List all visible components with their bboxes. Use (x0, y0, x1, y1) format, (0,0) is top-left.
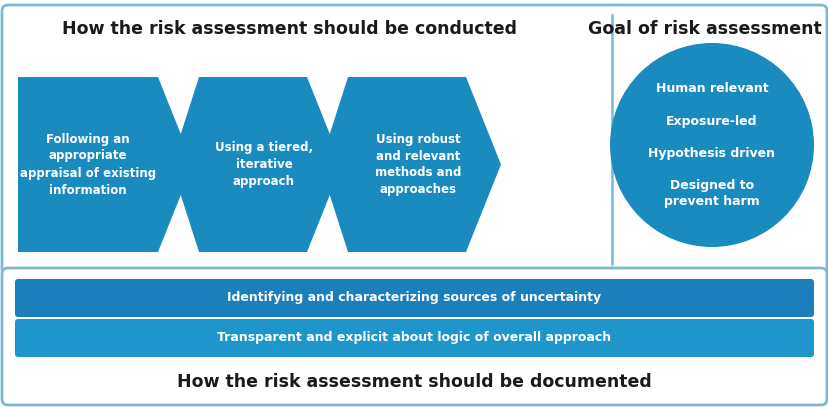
Text: Using robust
and relevant
methods and
approaches: Using robust and relevant methods and ap… (374, 133, 460, 197)
Text: Following an
appropriate
appraisal of existing
information: Following an appropriate appraisal of ex… (20, 133, 156, 197)
Text: How the risk assessment should be documented: How the risk assessment should be docume… (176, 373, 651, 391)
Polygon shape (18, 77, 193, 252)
Text: Using a tiered,
iterative
approach: Using a tiered, iterative approach (214, 141, 313, 188)
Text: Goal of risk assessment: Goal of risk assessment (587, 20, 821, 38)
FancyBboxPatch shape (15, 319, 813, 357)
Text: Human relevant

Exposure-led

Hypothesis driven

Designed to
prevent harm: Human relevant Exposure-led Hypothesis d… (647, 83, 774, 208)
Text: How the risk assessment should be conducted: How the risk assessment should be conduc… (62, 20, 517, 38)
Text: Identifying and characterizing sources of uncertainty: Identifying and characterizing sources o… (227, 291, 600, 304)
FancyBboxPatch shape (15, 279, 813, 317)
FancyBboxPatch shape (2, 5, 826, 275)
Polygon shape (171, 77, 342, 252)
Circle shape (609, 43, 813, 247)
Text: Transparent and explicit about logic of overall approach: Transparent and explicit about logic of … (217, 331, 610, 344)
FancyBboxPatch shape (2, 268, 826, 405)
Polygon shape (320, 77, 500, 252)
